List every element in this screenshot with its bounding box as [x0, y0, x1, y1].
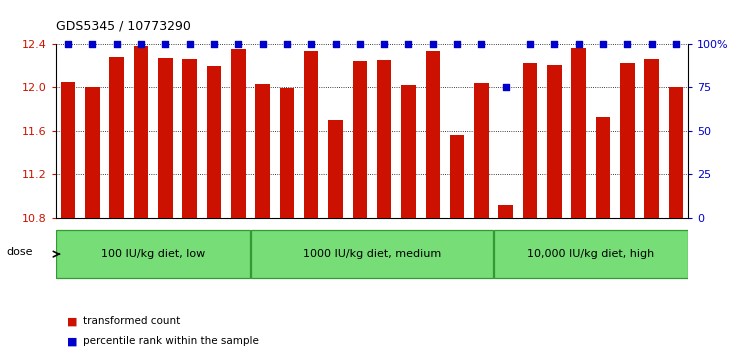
Text: GDS5345 / 10773290: GDS5345 / 10773290: [56, 20, 190, 33]
Point: [621, 41, 633, 46]
Point: [305, 41, 317, 46]
Bar: [328, 120, 343, 218]
Text: percentile rank within the sample: percentile rank within the sample: [83, 336, 259, 346]
Point: [525, 41, 536, 46]
Text: 10,000 IU/kg diet, high: 10,000 IU/kg diet, high: [527, 249, 655, 259]
Point: [111, 41, 123, 46]
Point: [62, 41, 74, 46]
Bar: [109, 57, 124, 218]
FancyBboxPatch shape: [57, 230, 250, 278]
Point: [451, 41, 463, 46]
FancyBboxPatch shape: [251, 230, 493, 278]
Bar: [571, 48, 586, 218]
Text: 1000 IU/kg diet, medium: 1000 IU/kg diet, medium: [303, 249, 441, 259]
Bar: [231, 49, 246, 218]
Point: [548, 41, 560, 46]
Point: [330, 41, 341, 46]
Point: [232, 41, 244, 46]
Text: ■: ■: [67, 316, 81, 326]
Bar: [182, 59, 197, 218]
Point: [281, 41, 293, 46]
Bar: [620, 63, 635, 218]
Point: [427, 41, 439, 46]
Point: [475, 41, 487, 46]
Text: transformed count: transformed count: [83, 316, 181, 326]
Bar: [134, 46, 148, 218]
Text: ■: ■: [67, 336, 81, 346]
Bar: [426, 51, 440, 218]
Point: [159, 41, 171, 46]
Bar: [85, 87, 100, 218]
Point: [86, 41, 98, 46]
Point: [646, 41, 658, 46]
Bar: [474, 83, 489, 218]
Bar: [498, 205, 513, 218]
FancyBboxPatch shape: [494, 230, 687, 278]
Bar: [207, 66, 221, 218]
Bar: [644, 59, 659, 218]
Point: [354, 41, 366, 46]
Bar: [523, 63, 537, 218]
Bar: [280, 88, 294, 218]
Point: [500, 84, 512, 90]
Bar: [353, 61, 367, 218]
Point: [670, 41, 682, 46]
Point: [403, 41, 414, 46]
Bar: [158, 58, 173, 218]
Bar: [61, 82, 75, 218]
Text: 100 IU/kg diet, low: 100 IU/kg diet, low: [101, 249, 205, 259]
Bar: [450, 135, 464, 218]
Bar: [669, 87, 683, 218]
Bar: [255, 84, 270, 218]
Point: [208, 41, 220, 46]
Point: [597, 41, 609, 46]
Bar: [401, 85, 416, 218]
Point: [573, 41, 585, 46]
Point: [378, 41, 390, 46]
Bar: [596, 117, 610, 218]
Bar: [304, 51, 318, 218]
Bar: [547, 65, 562, 218]
Text: dose: dose: [6, 247, 33, 257]
Bar: [377, 60, 391, 218]
Point: [184, 41, 196, 46]
Point: [135, 41, 147, 46]
Point: [257, 41, 269, 46]
